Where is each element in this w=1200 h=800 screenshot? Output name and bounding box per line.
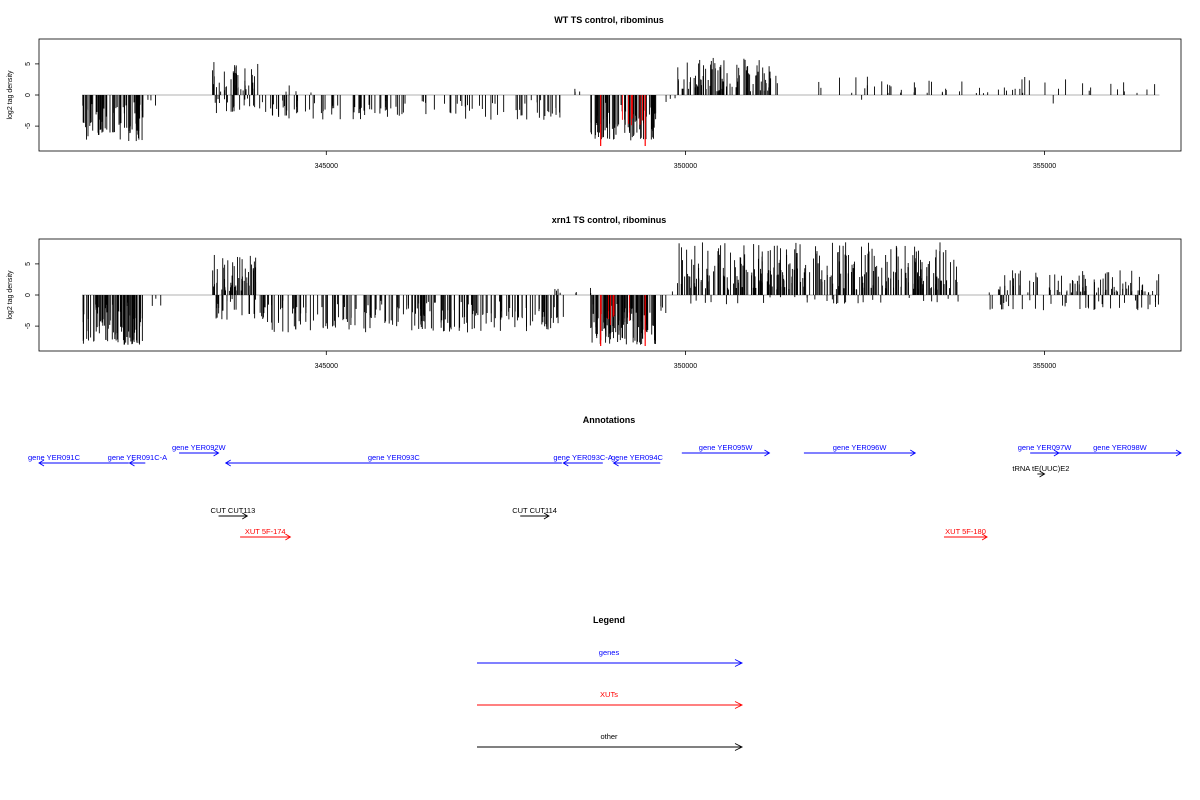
legend-label: genes <box>599 648 620 657</box>
legend-arrow-head <box>734 701 744 709</box>
feature-label: gene YER091C-A <box>108 453 167 462</box>
x-tick-label: 345000 <box>315 163 338 170</box>
arrow-head <box>1039 470 1046 478</box>
xrn1-y-axis-label: log2 tag density <box>7 270 14 320</box>
legend-item: other <box>477 732 744 751</box>
annotation-features: gene YER091C gene YER091C-A gene YER092W ge… <box>28 443 1182 541</box>
y-tick-label: 0 <box>25 93 32 97</box>
annotation-feature: CUT CUT114 <box>512 506 557 520</box>
annotation-feature: gene YER093C <box>224 453 562 467</box>
wt-axis-ticks: 345000 350000 355000 -5 0 5 <box>25 62 1056 170</box>
feature-label: gene YER093C-A <box>553 453 612 462</box>
legend-items: genes XUTs other <box>477 648 744 751</box>
feature-label: CUT CUT113 <box>211 506 256 515</box>
annotation-feature: CUT CUT113 <box>211 506 256 520</box>
x-tick-label: 345000 <box>315 363 338 370</box>
wt-bars <box>82 57 1160 147</box>
arrow-head <box>242 512 249 520</box>
arrow-head <box>38 459 45 467</box>
legend-label: other <box>600 732 618 741</box>
feature-label: XUT 5F-180 <box>945 527 986 536</box>
annotation-feature: gene YER097W <box>1018 443 1073 457</box>
annotations-title: Annotations <box>583 415 636 425</box>
arrow-head <box>224 459 231 467</box>
xrn1-bars <box>82 242 1160 347</box>
annotation-feature: gene YER098W <box>1058 443 1182 457</box>
feature-label: gene YER098W <box>1093 443 1148 452</box>
annotation-feature: gene YER091C <box>28 453 129 467</box>
legend-item: XUTs <box>477 690 744 709</box>
x-tick-label: 355000 <box>1033 163 1056 170</box>
feature-label: gene YER092W <box>172 443 227 452</box>
legend-label: XUTs <box>600 690 618 699</box>
feature-label: tRNA tE(UUC)E2 <box>1012 464 1069 473</box>
arrow-head <box>543 512 550 520</box>
y-tick-label: -5 <box>25 123 32 129</box>
feature-label: XUT 5F-174 <box>245 527 286 536</box>
legend-item: genes <box>477 648 744 667</box>
arrow-head <box>612 459 619 467</box>
arrow-head <box>128 459 135 467</box>
feature-label: gene YER096W <box>833 443 888 452</box>
xrn1-tag-density-panel: xrn1 TS control, ribominus log2 tag dens… <box>7 215 1182 370</box>
annotation-feature: gene YER092W <box>172 443 227 457</box>
legend: Legend genes XUTs other <box>477 615 744 751</box>
arrow-head <box>764 449 771 457</box>
arrow-head <box>285 533 292 541</box>
feature-label: gene YER097W <box>1018 443 1073 452</box>
x-tick-label: 350000 <box>674 363 697 370</box>
x-tick-label: 350000 <box>674 163 697 170</box>
wt-panel-title: WT TS control, ribominus <box>554 15 664 25</box>
arrow-head <box>981 533 988 541</box>
arrow-head <box>910 449 917 457</box>
feature-label: gene YER091C <box>28 453 81 462</box>
annotation-feature: gene YER095W <box>681 443 771 457</box>
annotation-feature: gene YER094C <box>611 453 664 467</box>
annotation-feature: XUT 5F-180 <box>943 527 988 541</box>
x-tick-label: 355000 <box>1033 363 1056 370</box>
arrow-head <box>1175 449 1182 457</box>
arrow-head <box>562 459 569 467</box>
y-tick-label: 0 <box>25 293 32 297</box>
wt-y-axis-label: log2 tag density <box>7 70 14 120</box>
feature-label: gene YER094C <box>611 453 664 462</box>
wt-tag-density-panel: WT TS control, ribominus log2 tag densit… <box>7 15 1182 170</box>
annotation-feature: tRNA tE(UUC)E2 <box>1012 464 1069 478</box>
legend-title: Legend <box>593 615 625 625</box>
annotation-feature: gene YER093C-A <box>553 453 613 467</box>
xrn1-axis-ticks: 345000 350000 355000 -5 0 5 <box>25 262 1056 370</box>
y-tick-label: 5 <box>25 62 32 66</box>
annotation-feature: gene YER096W <box>803 443 917 457</box>
feature-label: CUT CUT114 <box>512 506 557 515</box>
y-tick-label: -5 <box>25 323 32 329</box>
legend-arrow-head <box>734 659 744 667</box>
feature-label: gene YER095W <box>699 443 754 452</box>
annotation-feature: XUT 5F-174 <box>240 527 292 541</box>
annotation-feature: gene YER091C-A <box>108 453 167 467</box>
annotations-track: Annotations gene YER091C gene YER091C-Age… <box>28 415 1182 541</box>
feature-label: gene YER093C <box>368 453 421 462</box>
xrn1-panel-title: xrn1 TS control, ribominus <box>552 215 667 225</box>
legend-arrow-head <box>734 743 744 751</box>
y-tick-label: 5 <box>25 262 32 266</box>
arrow-head <box>213 449 220 457</box>
